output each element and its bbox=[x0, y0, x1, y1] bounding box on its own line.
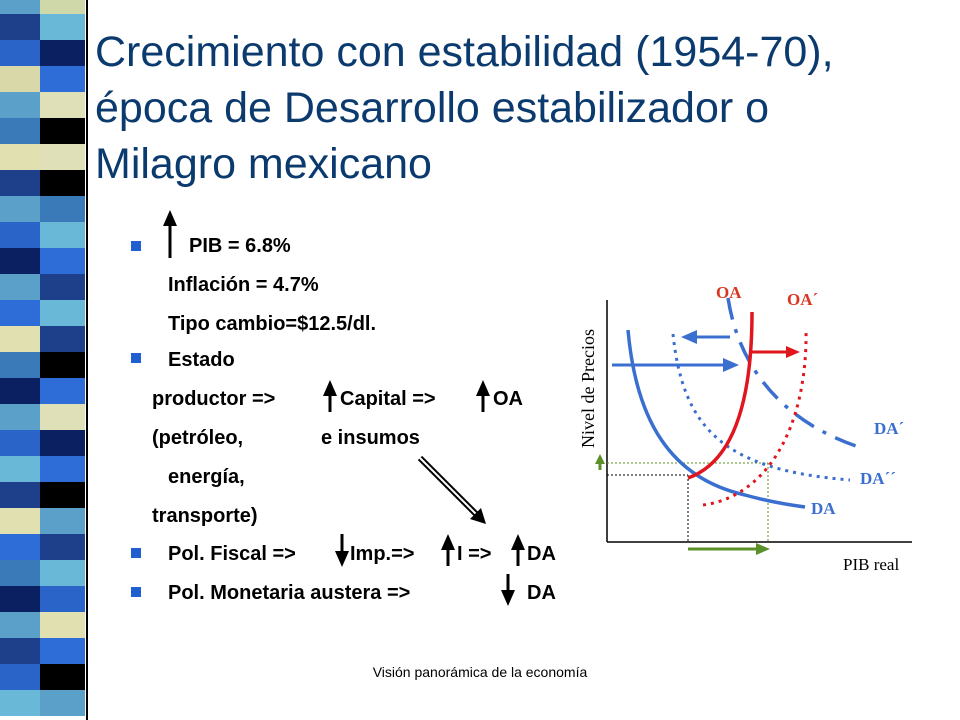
arrow-down-icon bbox=[501, 574, 515, 606]
transporte-text: transporte) bbox=[152, 505, 258, 527]
diagonal-arrow bbox=[417, 455, 486, 524]
arrow-up-icon bbox=[323, 380, 337, 412]
arrow-up-icon bbox=[511, 534, 525, 566]
slide-footer: Visión panorámica de la economía bbox=[372, 664, 588, 680]
inflacion-text: Inflación = 4.7% bbox=[168, 274, 319, 296]
title-line-2: época de Desarrollo estabilizador o bbox=[95, 84, 770, 132]
da-prime-label: DA´ bbox=[874, 419, 904, 438]
decorative-sidebar bbox=[0, 0, 110, 720]
arrow-up-icon bbox=[163, 210, 177, 258]
equilibrium-guides-new bbox=[607, 462, 769, 542]
imp-text: Imp.=> bbox=[350, 543, 415, 565]
graph-axes bbox=[606, 300, 912, 543]
output-right-arrow bbox=[688, 543, 770, 555]
oa-prime-label: OA´ bbox=[787, 290, 818, 309]
pol-monetaria-text: Pol. Monetaria austera => bbox=[168, 582, 411, 604]
insumos-text: e insumos bbox=[321, 427, 420, 449]
x-axis-label: PIB real bbox=[843, 555, 899, 574]
da-text: DA bbox=[527, 543, 556, 565]
da-prime-curve bbox=[726, 297, 863, 450]
tipo-cambio-text: Tipo cambio=$12.5/dl. bbox=[168, 313, 377, 335]
oa-prime-curve bbox=[702, 327, 808, 507]
arrow-down-icon bbox=[335, 534, 349, 567]
da-double-prime-label: DA´´ bbox=[860, 469, 896, 488]
da-curve bbox=[626, 329, 806, 509]
bullet-marker bbox=[131, 548, 141, 558]
i-text: I => bbox=[457, 543, 492, 565]
title-line-1: Crecimiento con estabilidad (1954-70), bbox=[95, 28, 834, 76]
productor-text: productor => bbox=[152, 388, 276, 410]
capital-text: Capital => bbox=[340, 388, 436, 410]
shift-left-arrow bbox=[681, 330, 730, 344]
title-line-3: Milagro mexicano bbox=[95, 140, 432, 188]
bullet-marker bbox=[131, 587, 141, 597]
arrow-up-icon bbox=[441, 534, 455, 566]
pol-fiscal-text: Pol. Fiscal => bbox=[168, 543, 296, 565]
petroleo-text: (petróleo, bbox=[152, 427, 244, 449]
estado-text: Estado bbox=[168, 349, 235, 371]
equilibrium-guides bbox=[607, 474, 689, 542]
arrow-up-icon bbox=[476, 380, 490, 412]
bullet-marker bbox=[131, 241, 141, 251]
oa-curve bbox=[687, 311, 754, 480]
bullet-marker bbox=[131, 353, 141, 363]
oa-text: OA bbox=[493, 388, 523, 410]
pib-text: PIB = 6.8% bbox=[189, 235, 291, 257]
price-up-arrow bbox=[595, 454, 605, 470]
y-axis-label: Nivel de Precios bbox=[578, 329, 598, 448]
oa-label: OA bbox=[716, 283, 742, 302]
da2-text: DA bbox=[527, 582, 556, 604]
oa-shift-arrow bbox=[752, 346, 800, 358]
energia-text: energía, bbox=[168, 466, 245, 488]
da-label: DA bbox=[811, 499, 836, 518]
slide-title: Crecimiento con estabilidad (1954-70), é… bbox=[95, 24, 945, 192]
shift-right-arrow bbox=[612, 358, 739, 372]
da-double-prime-curve bbox=[671, 333, 851, 482]
